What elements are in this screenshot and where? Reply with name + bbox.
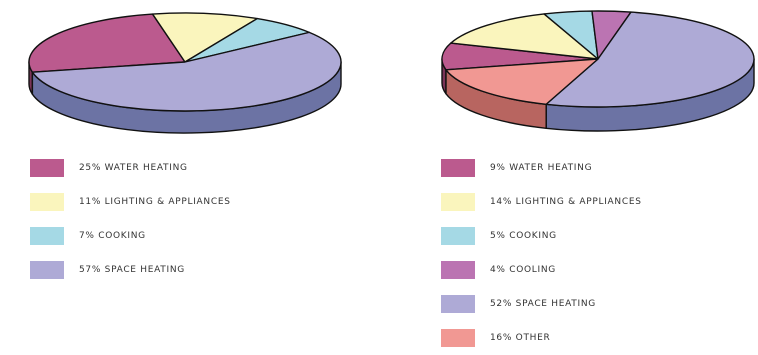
legend-item: 14% LIGHTING & APPLIANCES	[441, 185, 642, 219]
legend-item: 57% SPACE HEATING	[30, 253, 231, 287]
legend-label: 7% COOKING	[79, 231, 146, 241]
pie-slice	[28, 13, 186, 73]
legend-label: 16% OTHER	[490, 333, 551, 343]
legend-swatch	[30, 193, 64, 211]
legend-left: 25% WATER HEATING 11% LIGHTING & APPLIAN…	[30, 151, 231, 287]
legend-swatch	[441, 261, 475, 279]
pie-slice	[151, 12, 258, 63]
legend-item: 7% COOKING	[30, 219, 231, 253]
legend-label: 52% SPACE HEATING	[490, 299, 596, 309]
legend-swatch	[441, 159, 475, 177]
legend-label: 9% WATER HEATING	[490, 163, 593, 173]
legend-swatch	[441, 227, 475, 245]
legend-item: 9% WATER HEATING	[441, 151, 642, 185]
legend-swatch	[30, 227, 64, 245]
legend-swatch	[30, 159, 64, 177]
legend-label: 14% LIGHTING & APPLIANCES	[490, 197, 642, 207]
legend-swatch	[30, 261, 64, 279]
legend-swatch	[441, 329, 475, 347]
legend-label: 25% WATER HEATING	[79, 163, 188, 173]
legend-item: 25% WATER HEATING	[30, 151, 231, 185]
legend-right: 9% WATER HEATING 14% LIGHTING & APPLIANC…	[441, 151, 642, 355]
pie-chart-left	[28, 12, 342, 134]
legend-item: 52% SPACE HEATING	[441, 287, 642, 321]
legend-label: 5% COOKING	[490, 231, 557, 241]
legend-item: 11% LIGHTING & APPLIANCES	[30, 185, 231, 219]
legend-label: 11% LIGHTING & APPLIANCES	[79, 197, 231, 207]
legend-item: 5% COOKING	[441, 219, 642, 253]
legend-item: 4% COOLING	[441, 253, 642, 287]
legend-swatch	[441, 193, 475, 211]
pie-slice	[445, 58, 599, 105]
pie-chart-right	[441, 10, 755, 132]
legend-label: 57% SPACE HEATING	[79, 265, 185, 275]
legend-swatch	[441, 295, 475, 313]
pie-slice	[545, 11, 755, 108]
pie-slice	[450, 13, 599, 60]
legend-label: 4% COOLING	[490, 265, 556, 275]
legend-item: 16% OTHER	[441, 321, 642, 355]
pie-slice	[31, 31, 342, 112]
